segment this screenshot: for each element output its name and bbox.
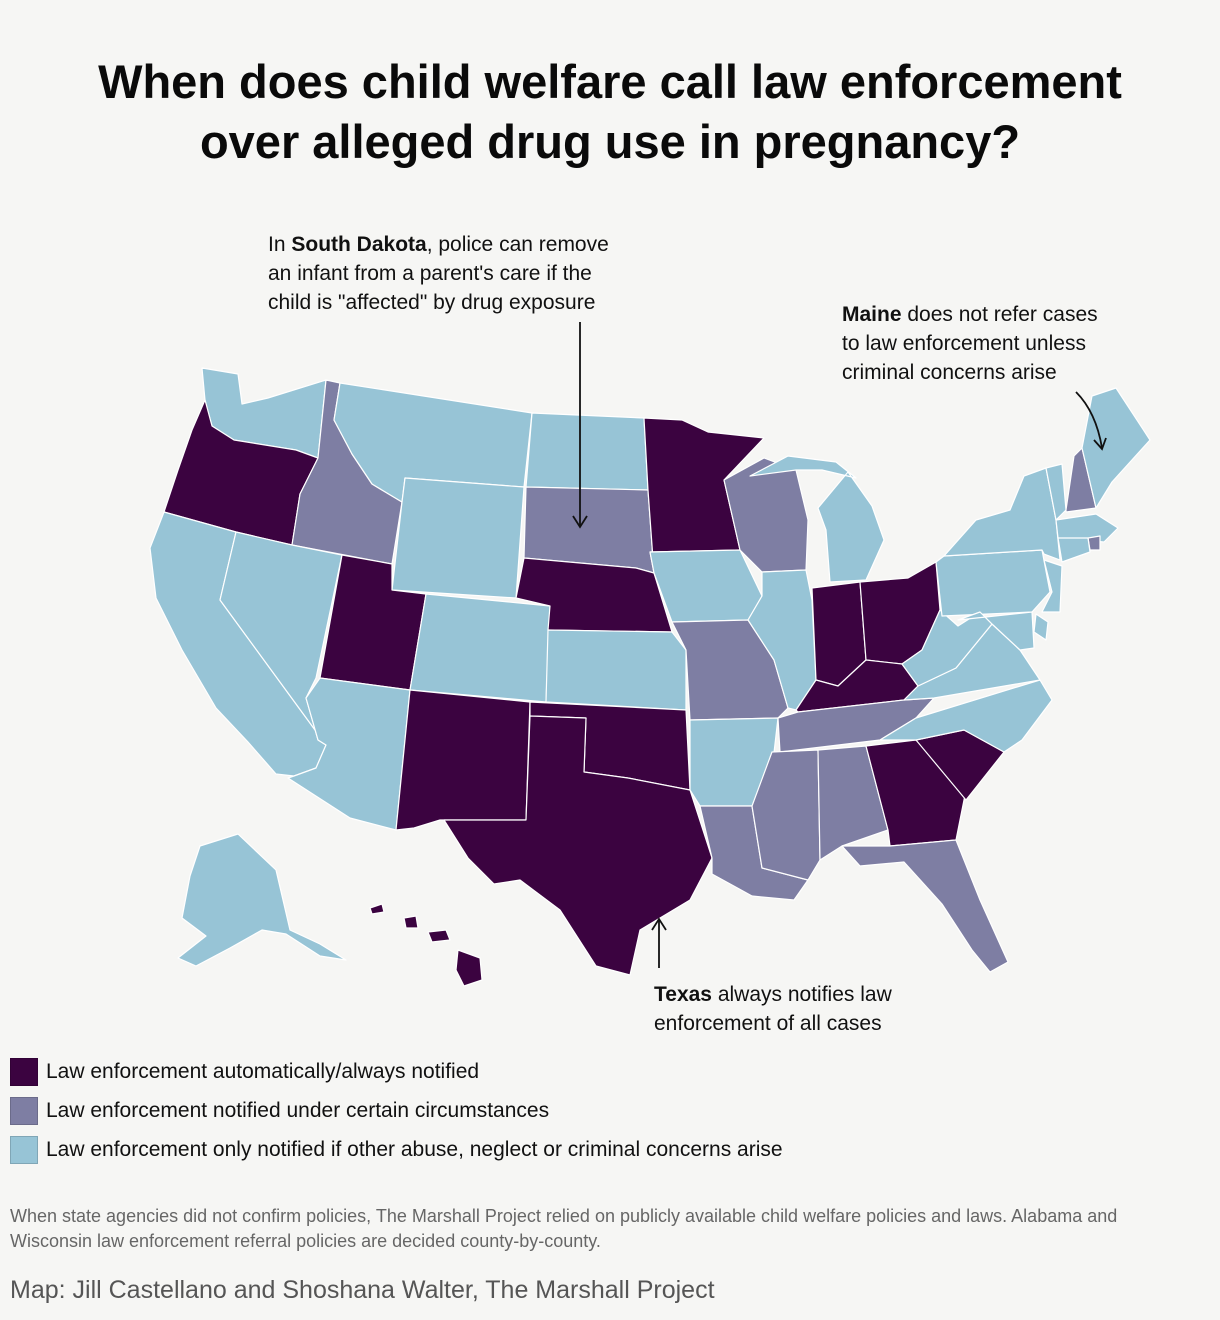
- state-ak: [177, 833, 347, 967]
- state-ma: [1055, 513, 1119, 543]
- state-nj: [1041, 559, 1063, 613]
- legend-swatch-other: [10, 1135, 38, 1164]
- me-annot-line-2: to law enforcement unless: [842, 332, 1086, 355]
- state-fl: [841, 839, 1009, 973]
- tx-annot-state: Texas: [654, 983, 712, 1006]
- state-nh: [1065, 447, 1097, 513]
- methodology-note: When state agencies did not confirm poli…: [10, 1206, 1118, 1251]
- me-annot-post: does not refer cases: [901, 303, 1098, 326]
- state-ct: [1057, 537, 1091, 563]
- state-md: [957, 611, 1035, 651]
- me-annot-line-3: criminal concerns arise: [842, 361, 1057, 384]
- state-ks: [545, 629, 687, 711]
- state-nm: [395, 689, 531, 831]
- state-wy: [391, 477, 525, 599]
- state-ny: [943, 467, 1061, 561]
- tx-annot-post: always notifies law: [712, 983, 892, 1006]
- title-line-2: over alleged drug use in pregnancy?: [199, 115, 1021, 168]
- legend-label-other: Law enforcement only notified if other a…: [46, 1137, 783, 1161]
- state-il: [747, 569, 817, 711]
- maine-annotation: Maine does not refer cases to law enforc…: [842, 300, 1098, 387]
- sd-annot-line-2: an infant from a parent's care if the: [268, 262, 592, 285]
- maine-arrow: [1075, 391, 1103, 449]
- state-wi: [723, 457, 809, 573]
- legend-swatch-always: [10, 1057, 38, 1086]
- sd-annot-state: South Dakota: [291, 233, 427, 256]
- state-pa: [935, 549, 1051, 617]
- legend-item-always: Law enforcement automatically/always not…: [10, 1052, 783, 1091]
- state-mi: [749, 455, 885, 583]
- texas-annotation: Texas always notifies law enforcement of…: [654, 980, 892, 1038]
- state-co: [409, 593, 551, 703]
- legend-item-other: Law enforcement only notified if other a…: [10, 1130, 783, 1169]
- legend-label-certain: Law enforcement notified under certain c…: [46, 1098, 550, 1122]
- tx-annot-line-2: enforcement of all cases: [654, 1012, 882, 1035]
- state-me: [1081, 387, 1151, 509]
- map-credit: Map: Jill Castellano and Shoshana Walter…: [10, 1276, 715, 1304]
- legend-swatch-certain: [10, 1096, 38, 1125]
- texas-arrowhead: [651, 917, 667, 931]
- state-tx: [443, 715, 713, 976]
- sd-annot-post: , police can remove: [426, 233, 609, 256]
- state-ia: [649, 549, 763, 623]
- sd-annot-line-3: child is "affected" by drug exposure: [268, 291, 596, 314]
- state-de: [1033, 613, 1049, 641]
- state-al: [817, 745, 889, 861]
- maine-arrowhead: [1093, 437, 1107, 451]
- south-dakota-annotation: In South Dakota, police can remove an in…: [268, 230, 609, 317]
- state-tn: [777, 697, 935, 753]
- state-hi: [369, 903, 483, 987]
- me-annot-state: Maine: [842, 303, 902, 326]
- legend-label-always: Law enforcement automatically/always not…: [46, 1059, 480, 1083]
- chart-title: When does child welfare call law enforce…: [0, 52, 1220, 172]
- south-dakota-arrowhead: [572, 515, 588, 529]
- sd-annot-pre: In: [268, 233, 292, 256]
- legend: Law enforcement automatically/always not…: [10, 1052, 783, 1169]
- state-nc: [879, 679, 1053, 753]
- legend-item-certain: Law enforcement notified under certain c…: [10, 1091, 783, 1130]
- title-line-1: When does child welfare call law enforce…: [98, 55, 1122, 108]
- state-nd: [525, 412, 649, 491]
